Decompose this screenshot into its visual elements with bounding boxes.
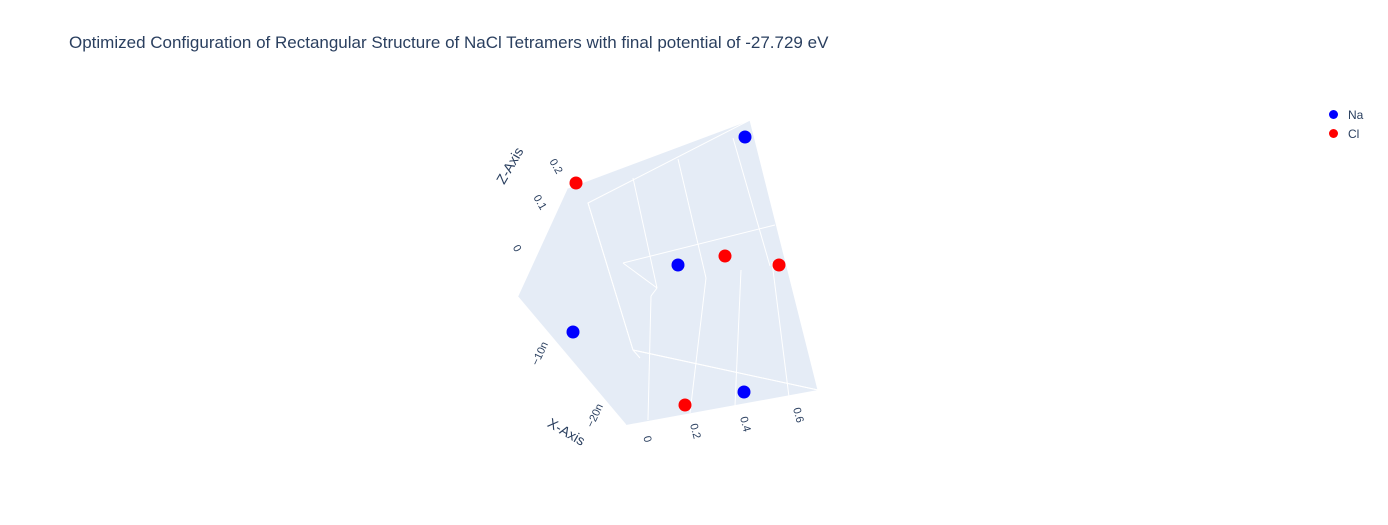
gridline bbox=[632, 177, 658, 289]
legend-item-cl[interactable]: Cl bbox=[1326, 124, 1363, 143]
marker-cl bbox=[718, 249, 732, 263]
legend-label-cl: Cl bbox=[1348, 126, 1360, 141]
legend-label-na: Na bbox=[1348, 107, 1364, 122]
marker-cl bbox=[678, 398, 692, 412]
legend: Na Cl bbox=[1326, 105, 1363, 143]
z-tick-label: 0.2 bbox=[547, 157, 565, 176]
y-tick-label: −20n bbox=[585, 402, 606, 430]
scene-panes bbox=[518, 119, 819, 425]
z-axis-title: Z-Axis bbox=[493, 144, 527, 186]
gridline bbox=[732, 137, 771, 267]
gridline bbox=[650, 287, 658, 297]
gridline bbox=[677, 158, 707, 279]
x-axis-title: X-Axis bbox=[545, 415, 588, 449]
gridline bbox=[647, 295, 652, 421]
marker-na bbox=[566, 325, 580, 339]
gridline bbox=[587, 202, 634, 351]
gridline bbox=[567, 119, 751, 189]
x-tick-label: 0.2 bbox=[687, 422, 703, 440]
x-tick-label: 0.6 bbox=[790, 406, 806, 424]
y-tick-label: −10n bbox=[530, 340, 551, 368]
gridline bbox=[622, 224, 776, 264]
chart-title: Optimized Configuration of Rectangular S… bbox=[69, 33, 829, 52]
marker-na bbox=[671, 258, 685, 272]
data-points bbox=[566, 130, 786, 412]
z-tick-label: 0.1 bbox=[531, 193, 549, 212]
marker-cl bbox=[772, 258, 786, 272]
marker-na bbox=[738, 130, 752, 144]
marker-na bbox=[737, 385, 751, 399]
gridline bbox=[734, 269, 742, 407]
gridline bbox=[771, 261, 790, 398]
legend-item-na[interactable]: Na bbox=[1326, 105, 1363, 124]
scene-gridlines bbox=[517, 119, 819, 426]
gridline bbox=[689, 277, 707, 414]
x-tick-label: 0.4 bbox=[737, 415, 753, 433]
z-tick-label: 0 bbox=[510, 243, 523, 254]
legend-marker-na bbox=[1329, 110, 1338, 119]
x-tick-label: 0 bbox=[640, 435, 653, 444]
gridline bbox=[517, 296, 627, 426]
gridline bbox=[622, 262, 658, 289]
gridline bbox=[632, 349, 641, 359]
marker-cl bbox=[569, 176, 583, 190]
legend-marker-cl bbox=[1329, 129, 1338, 138]
